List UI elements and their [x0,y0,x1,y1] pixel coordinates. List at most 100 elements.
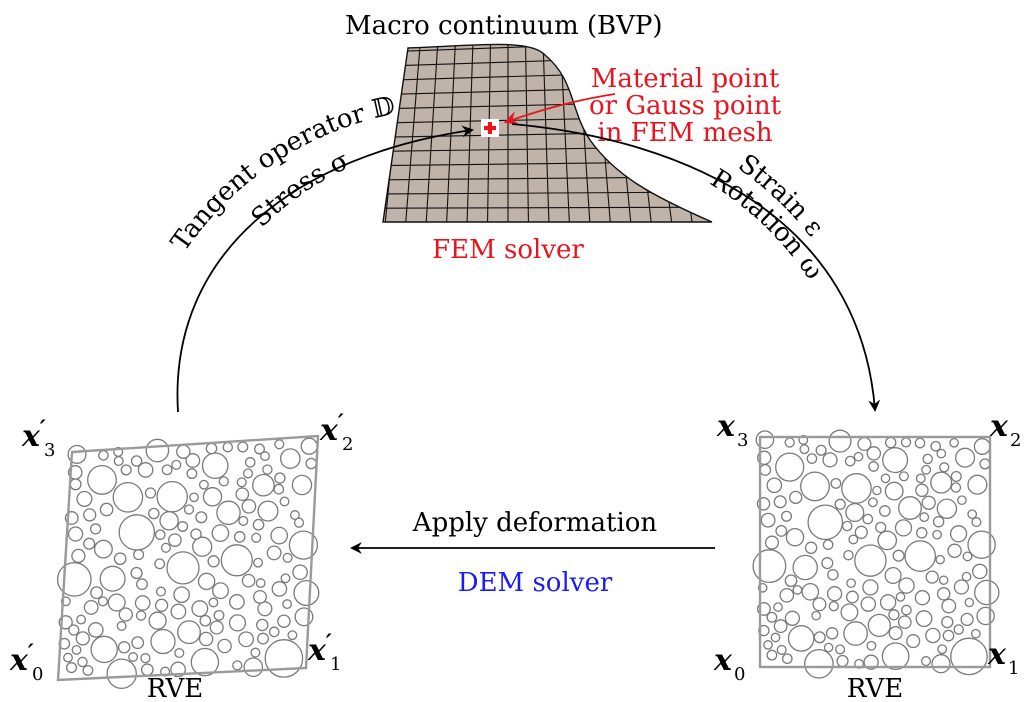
particle [69,478,82,491]
particle [895,592,906,602]
particle [205,442,218,455]
particle [287,630,298,641]
particle [185,453,201,468]
particle [888,609,900,621]
particle [76,614,87,625]
particle [71,644,82,655]
particle [766,611,778,623]
corner-x2-prime: x′ 2 [319,410,353,455]
particle [919,512,930,523]
particle [812,597,827,612]
particle [854,544,887,577]
particle [252,518,265,531]
particle [264,639,304,678]
particle [241,573,256,588]
particle [862,513,874,525]
particle [953,624,964,635]
particle [228,614,247,632]
particle [773,495,787,509]
rve-undeformed: RVE x 3 x 2 x 0 x 1 [713,409,1021,702]
particle [145,438,170,463]
particle [875,521,887,534]
particle [766,649,778,661]
particle [241,498,257,514]
particle [950,637,988,676]
particle [128,652,139,662]
particle [955,447,976,468]
macro-title: Macro continuum (BVP) [345,11,663,41]
svg-text:x: x [713,643,733,678]
particle [843,621,868,646]
particle [118,607,133,622]
particle [120,464,132,476]
particle [274,439,285,450]
particle [198,479,209,490]
particle [238,631,255,648]
particle [950,470,962,483]
particle [292,564,308,581]
right-curved-arrow [511,123,881,412]
corner-x1-prime: x′ 1 [307,630,341,675]
particle [967,530,996,559]
particle [63,652,73,663]
particle [845,502,865,523]
particle [173,586,190,604]
particle [257,601,273,617]
particle [845,590,859,604]
particle [836,654,849,668]
particle [867,613,891,638]
particle [71,548,86,564]
particle [901,604,912,616]
particle [113,455,124,467]
svg-text:x′: x′ [9,640,34,678]
particle [800,471,830,502]
mesh-line [542,44,550,222]
particle [274,472,286,484]
particle [253,557,264,568]
particle [972,563,988,580]
particle [882,447,909,474]
particle [236,477,247,488]
particle [99,565,126,592]
svg-text:x: x [989,409,1009,444]
particle [293,579,320,607]
particle [949,437,959,448]
particle [776,644,787,655]
particle [807,504,844,541]
particle [160,542,171,553]
particle [161,464,173,476]
corner-x3-prime: x′ 3 [21,416,55,461]
particle [56,562,92,597]
particle [270,526,289,545]
particle [853,451,864,462]
particle [828,601,839,612]
particle [170,603,187,620]
particle [186,468,198,480]
particle [766,477,783,494]
particle [813,631,826,644]
particle [118,514,156,551]
particle [784,610,801,626]
particle [229,594,245,610]
fem-solver-label: FEM solver [432,235,584,265]
particle [76,490,93,507]
particle [898,577,915,594]
svg-text:x′: x′ [307,630,332,668]
particle [804,648,834,679]
particle [961,571,972,582]
particle [973,438,991,455]
mesh-line [383,206,712,209]
particle [848,534,859,545]
particle [922,453,933,465]
particle [243,657,264,678]
particle [83,508,97,522]
svg-text:x: x [716,409,736,444]
particle [979,458,991,470]
particle [137,462,154,478]
particle [915,610,933,628]
particle [872,485,882,496]
particle [213,609,225,621]
particle [878,505,891,517]
svg-text:1: 1 [330,654,341,675]
